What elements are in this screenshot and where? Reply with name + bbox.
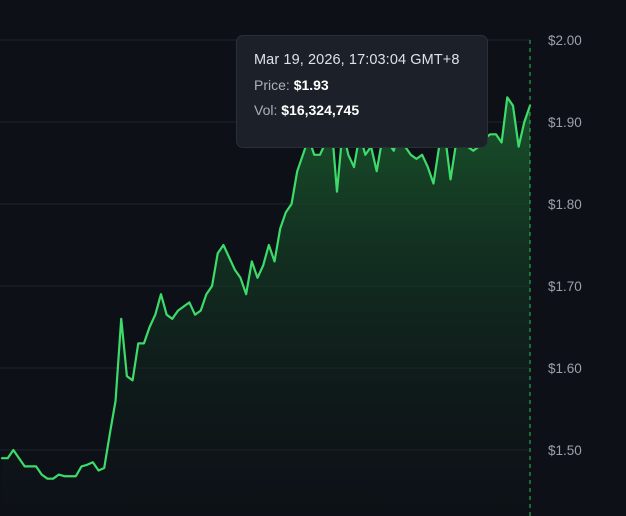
tooltip-price-row: Price: $1.93 — [254, 77, 470, 93]
y-tick-label: $1.90 — [548, 115, 582, 130]
tooltip-vol-value: $16,324,745 — [281, 102, 360, 118]
tooltip-price-label: Price: — [254, 77, 290, 93]
price-area-fill — [2, 97, 530, 516]
y-axis: $2.00 $1.90 $1.80 $1.70 $1.60 $1.50 — [548, 33, 582, 458]
tooltip-price-value: $1.93 — [293, 77, 329, 93]
tooltip-vol-row: Vol: $16,324,745 — [254, 102, 470, 118]
y-tick-label: $1.80 — [548, 197, 582, 212]
y-tick-label: $1.60 — [548, 361, 582, 376]
y-tick-label: $1.50 — [548, 443, 582, 458]
y-tick-label: $1.70 — [548, 279, 582, 294]
y-tick-label: $2.00 — [548, 33, 582, 48]
tooltip-vol-label: Vol: — [254, 102, 278, 118]
price-tooltip: Mar 19, 2026, 17:03:04 GMT+8 Price: $1.9… — [236, 35, 488, 148]
tooltip-time: Mar 19, 2026, 17:03:04 GMT+8 — [254, 52, 460, 68]
